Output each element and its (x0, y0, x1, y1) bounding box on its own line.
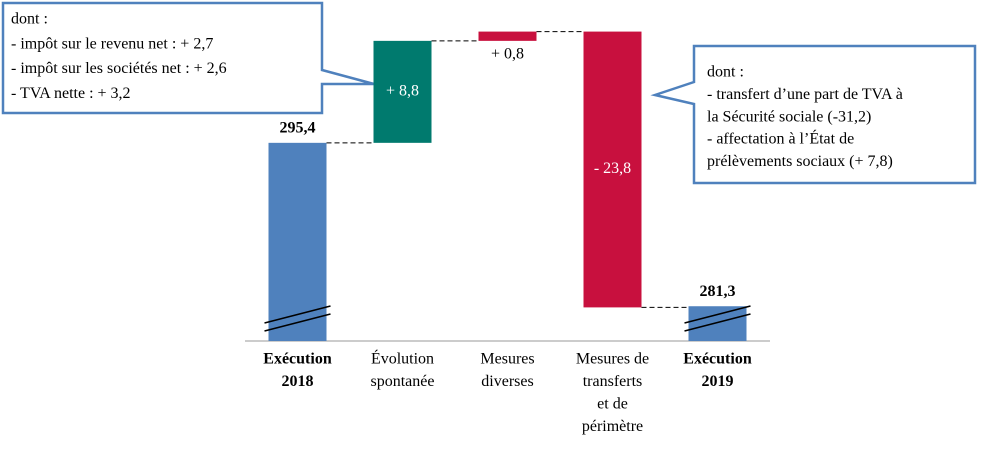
value-label: - 23,8 (594, 160, 631, 177)
x-tick-label: Exécution (683, 351, 752, 368)
x-tick-label: spontanée (371, 373, 435, 390)
value-label: + 8,8 (386, 83, 419, 100)
bar (478, 31, 537, 41)
x-tick-label: transferts (583, 373, 643, 390)
annotation-line: - impôt sur le revenu net : + 2,7 (11, 35, 213, 52)
bar (583, 31, 642, 308)
value-label: + 0,8 (491, 46, 524, 63)
bar (268, 142, 327, 341)
x-tick-label: périmètre (582, 418, 643, 435)
x-tick-label: 2019 (702, 373, 734, 390)
annotation-line: dont : (11, 11, 48, 28)
annotation-line: - transfert d’une part de TVA à (707, 86, 903, 103)
bar (688, 306, 747, 341)
bar (373, 40, 432, 143)
x-tick-label: diverses (481, 373, 533, 390)
x-tick-label: Exécution (263, 351, 332, 368)
axis-break (264, 313, 331, 332)
x-tick-label: Mesures (480, 351, 534, 368)
callout-box (650, 44, 977, 185)
annotation-line: - TVA nette : + 3,2 (11, 85, 131, 102)
x-tick-label: Mesures de (576, 351, 649, 368)
value-label: 281,3 (700, 283, 736, 300)
annotation-line: - impôt sur les sociétés net : + 2,6 (11, 60, 227, 77)
axis-break (684, 305, 751, 324)
annotation-line: la Sécurité sociale (-31,2) (707, 108, 871, 125)
axis-break (684, 313, 751, 332)
annotation-line: - affectation à l’État de (707, 129, 854, 148)
annotation-line: dont : (707, 64, 744, 81)
axis-break (264, 305, 331, 324)
callout-box (1, 1, 375, 115)
x-tick-label: 2018 (282, 373, 314, 390)
x-tick-label: et de (597, 396, 628, 413)
value-label: 295,4 (280, 120, 316, 137)
annotation-line: prélèvements sociaux (+ 7,8) (707, 153, 893, 170)
x-tick-label: Évolution (371, 349, 434, 368)
